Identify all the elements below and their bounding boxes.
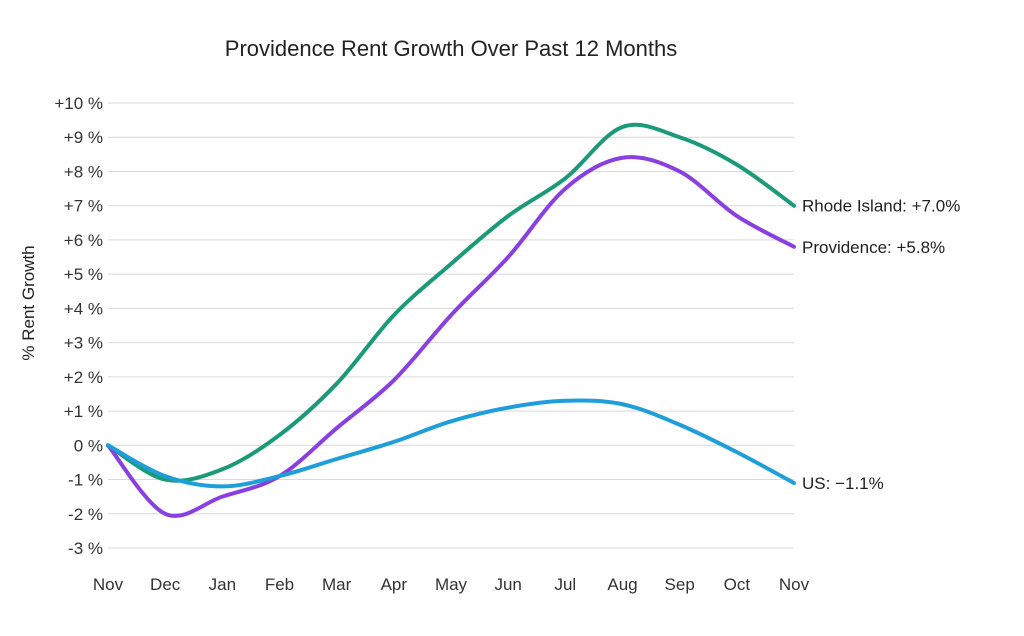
y-tick-label: +3 % — [64, 334, 103, 353]
y-axis-label: % Rent Growth — [19, 245, 38, 360]
end-label-us: US: −1.1% — [802, 474, 884, 493]
y-axis-ticks: +10 % +9 % +8 % +7 % +6 % +5 % +4 % +3 % +2 % +1 … — [54, 94, 103, 558]
y-tick-label: -3 % — [68, 539, 103, 558]
y-tick-label: +8 % — [64, 162, 103, 181]
x-tick-label: Oct — [724, 575, 751, 594]
x-tick-label: Apr — [381, 575, 408, 594]
chart-title: Providence Rent Growth Over Past 12 Mont… — [225, 36, 677, 61]
series-lines — [106, 122, 796, 518]
x-tick-label: Mar — [322, 575, 352, 594]
gridlines — [108, 102, 794, 549]
x-tick-label: May — [435, 575, 468, 594]
series-line-rhode-island — [106, 122, 796, 483]
x-tick-label: Jan — [209, 575, 236, 594]
series-line-providence — [106, 155, 796, 518]
y-tick-label: +6 % — [64, 231, 103, 250]
y-tick-label: 0 % — [74, 436, 103, 455]
end-labels: Rhode Island: +7.0% Providence: +5.8% US: … — [802, 197, 960, 493]
end-label-rhode-island: Rhode Island: +7.0% — [802, 197, 960, 216]
y-tick-label: +9 % — [64, 128, 103, 147]
x-tick-label: Jun — [494, 575, 521, 594]
x-tick-label: Nov — [779, 575, 810, 594]
x-tick-label: Feb — [265, 575, 294, 594]
y-tick-label: +10 % — [54, 94, 103, 113]
x-tick-label: Jul — [554, 575, 576, 594]
y-tick-label: -2 % — [68, 505, 103, 524]
y-tick-label: +7 % — [64, 197, 103, 216]
y-tick-label: +1 % — [64, 402, 103, 421]
x-axis-ticks: Nov Dec Jan Feb Mar Apr May Jun Jul Aug Sep Oct Nov — [93, 575, 810, 594]
x-tick-label: Nov — [93, 575, 124, 594]
x-tick-label: Sep — [665, 575, 695, 594]
y-tick-label: +5 % — [64, 265, 103, 284]
x-tick-label: Dec — [150, 575, 181, 594]
y-tick-label: -1 % — [68, 471, 103, 490]
y-tick-label: +2 % — [64, 368, 103, 387]
end-label-providence: Providence: +5.8% — [802, 238, 945, 257]
series-line-us — [106, 398, 796, 489]
x-tick-label: Aug — [607, 575, 637, 594]
y-tick-label: +4 % — [64, 299, 103, 318]
